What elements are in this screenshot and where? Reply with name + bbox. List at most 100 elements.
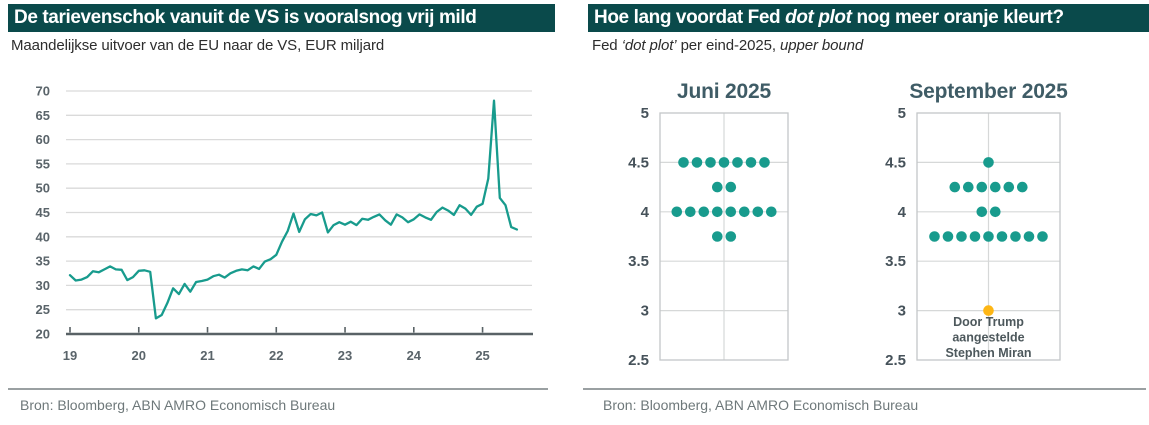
left-chart-title-bar: De tarievenschok vanuit de VS is voorals… — [8, 4, 555, 32]
right-subtitle-italic-dotplot: ‘dot plot’ — [621, 37, 677, 54]
svg-text:19: 19 — [63, 348, 77, 363]
fomc-dot — [718, 157, 730, 168]
svg-text:25: 25 — [36, 302, 50, 317]
fomc-dot — [671, 206, 683, 218]
fomc-dot — [983, 157, 994, 168]
fomc-dot — [1003, 181, 1015, 193]
svg-text:70: 70 — [36, 84, 50, 99]
miran-dot — [983, 305, 994, 316]
right-chart-title-suffix: nog meer oranje kleurt? — [851, 7, 1064, 28]
dot-plot-title-september: September 2025 — [909, 80, 1068, 103]
fomc-dot — [732, 157, 743, 168]
fomc-dot — [725, 206, 737, 218]
fomc-dot — [752, 206, 764, 218]
dot-plot-frame — [916, 112, 1061, 361]
right-chart-title-prefix: Hoe lang voordat Fed — [594, 7, 786, 28]
svg-text:5: 5 — [641, 105, 649, 122]
fomc-dot — [990, 206, 1001, 218]
fed-dot-plot-september-2025: 2.5 3 3.5 4 4.5 5 Door Trump aangesteldeStephen… — [885, 105, 1061, 369]
svg-text:20: 20 — [36, 327, 50, 342]
svg-text:65: 65 — [36, 108, 50, 123]
svg-text:Stephen Miran: Stephen Miran — [945, 346, 1031, 360]
svg-text:45: 45 — [36, 205, 50, 220]
fomc-dot — [725, 231, 737, 242]
svg-text:22: 22 — [269, 348, 283, 363]
right-chart-title-italic: dot plot — [785, 7, 852, 28]
fomc-dot — [678, 157, 689, 168]
right-chart-subtitle: Fed ‘dot plot’ per eind-2025, upper boun… — [592, 37, 863, 54]
dot-plot-title-juni: Juni 2025 — [677, 80, 771, 103]
right-subtitle-part: per eind-2025, — [676, 37, 780, 54]
svg-text:50: 50 — [36, 181, 50, 196]
svg-text:30: 30 — [36, 278, 50, 293]
svg-text:3: 3 — [641, 303, 649, 320]
svg-text:3: 3 — [898, 303, 906, 320]
fed-dot-plot-juni-2025: 2.5 3 3.5 4 4.5 5 — [628, 105, 789, 369]
svg-text:55: 55 — [36, 156, 50, 171]
dot-plot-y-labels: 2.5 3 3.5 4 4.5 5 — [628, 105, 650, 369]
fomc-dot — [1037, 231, 1048, 242]
svg-text:23: 23 — [338, 348, 352, 363]
right-chart-title-bar: Hoe lang voordat Fed dot plot nog meer o… — [588, 4, 1149, 32]
eu-exports-data-line — [68, 99, 519, 320]
x-axis-labels: 19 20 21 22 23 24 25 — [63, 327, 490, 363]
fomc-dot — [969, 231, 981, 242]
fomc-dot — [725, 181, 737, 193]
svg-text:4.5: 4.5 — [628, 154, 649, 171]
fomc-dot — [745, 157, 757, 168]
eu-exports-line-chart: 20 25 30 35 40 45 50 55 60 65 70 19 20 21 22 23 24 25 — [36, 84, 533, 363]
right-source-text: Bron: Bloomberg, ABN AMRO Economisch Bur… — [603, 397, 919, 413]
fomc-dot — [929, 231, 940, 242]
fomc-dot — [691, 157, 703, 168]
y-axis-labels: 20 25 30 35 40 45 50 55 60 65 70 — [36, 84, 50, 342]
fomc-dot — [1010, 231, 1021, 242]
fomc-dot — [712, 206, 723, 218]
dot-plot-y-labels: 2.5 3 3.5 4 4.5 5 — [885, 105, 907, 369]
svg-text:2.5: 2.5 — [628, 352, 649, 369]
svg-text:20: 20 — [132, 348, 146, 363]
right-source-divider — [583, 388, 1146, 390]
left-source-divider — [8, 388, 548, 390]
fomc-dot — [1023, 231, 1035, 242]
svg-text:Door Trump: Door Trump — [953, 315, 1024, 329]
fomc-dots — [929, 157, 1048, 316]
svg-text:35: 35 — [36, 254, 50, 269]
svg-text:25: 25 — [475, 348, 489, 363]
fomc-dot — [942, 231, 954, 242]
fomc-dot — [976, 181, 988, 193]
fomc-dot — [739, 206, 750, 218]
fomc-dot — [976, 206, 988, 218]
svg-text:4.5: 4.5 — [885, 154, 906, 171]
fomc-dot — [956, 231, 967, 242]
svg-text:40: 40 — [36, 229, 50, 244]
svg-text:5: 5 — [898, 105, 906, 122]
left-source-text: Bron: Bloomberg, ABN AMRO Economisch Bur… — [20, 397, 336, 413]
right-subtitle-part: Fed — [592, 37, 622, 54]
svg-text:21: 21 — [200, 348, 214, 363]
dot-plot-frame — [659, 112, 789, 361]
fomc-dot — [759, 157, 770, 168]
svg-text:3.5: 3.5 — [885, 253, 906, 270]
fomc-dot — [996, 231, 1008, 242]
svg-text:4: 4 — [641, 204, 650, 221]
fomc-dot — [949, 181, 961, 193]
svg-text:24: 24 — [407, 348, 422, 363]
left-chart-subtitle: Maandelijkse uitvoer van de EU naar de V… — [11, 37, 385, 54]
fomc-dot — [1017, 181, 1028, 193]
fed-dot-plots-chart: 2.5 3 3.5 4 4.5 5 2.5 3 3.5 4 4.5 5 Door Trump aanges… — [628, 105, 1061, 369]
svg-text:4: 4 — [898, 204, 907, 221]
svg-text:3.5: 3.5 — [628, 253, 649, 270]
fomc-dot — [766, 206, 777, 218]
fomc-dot — [990, 181, 1001, 193]
fomc-dot — [705, 157, 716, 168]
svg-text:aangestelde: aangestelde — [952, 331, 1024, 345]
right-subtitle-italic-upperbound: upper bound — [779, 37, 864, 54]
left-chart-title: De tarievenschok vanuit de VS is voorals… — [14, 7, 477, 28]
svg-text:60: 60 — [36, 132, 50, 147]
fomc-dot — [712, 181, 723, 193]
y-gridlines — [66, 90, 532, 311]
fomc-dot — [983, 231, 994, 242]
fomc-dot — [698, 206, 710, 218]
fomc-dots — [671, 157, 777, 242]
